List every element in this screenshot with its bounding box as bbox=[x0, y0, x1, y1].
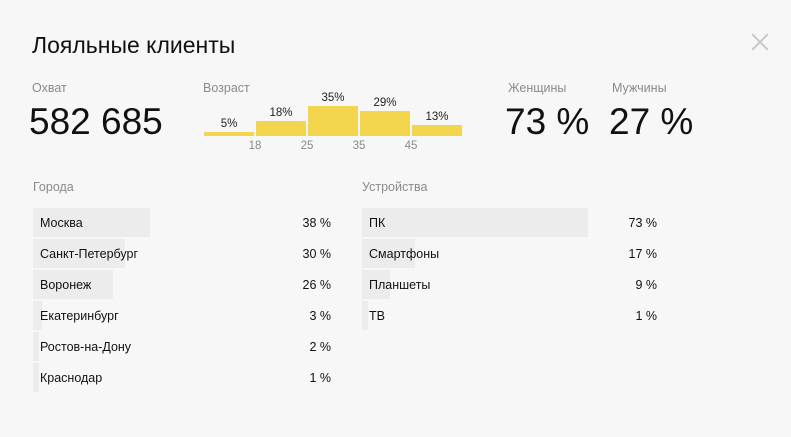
cities-row: Краснодар 1 % bbox=[33, 363, 333, 394]
devices-row-bar bbox=[362, 301, 368, 330]
men-value: 27 % bbox=[609, 101, 694, 142]
reach-label: Охват bbox=[32, 81, 67, 95]
age-bar bbox=[204, 132, 254, 136]
devices-row-bar bbox=[362, 270, 390, 299]
cities-row-bar bbox=[33, 332, 39, 361]
age-bar-label: 29% bbox=[373, 97, 396, 109]
age-tick-label: 18 bbox=[249, 140, 262, 152]
devices-table: ПК 73 % Смартфоны 17 % Планшеты 9 % ТВ 1 % bbox=[362, 208, 659, 332]
cities-row-bar bbox=[33, 363, 39, 392]
close-icon[interactable] bbox=[751, 33, 769, 51]
cities-row-bar bbox=[33, 270, 113, 299]
devices-row-bar bbox=[362, 239, 415, 268]
reach-value: 582 685 bbox=[29, 101, 163, 142]
cities-row: Воронеж 26 % bbox=[33, 270, 333, 301]
devices-row-value: 1 % bbox=[635, 309, 657, 323]
age-tick-label: 35 bbox=[353, 140, 366, 152]
devices-row-name: Планшеты bbox=[369, 278, 431, 292]
cities-row-value: 38 % bbox=[302, 216, 332, 230]
devices-row: ТВ 1 % bbox=[362, 301, 659, 332]
cities-row-name: Воронеж bbox=[40, 278, 92, 292]
cities-row: Санкт-Петербург 30 % bbox=[33, 239, 333, 270]
cities-row: Москва 38 % bbox=[33, 208, 333, 239]
devices-row: ПК 73 % bbox=[362, 208, 659, 239]
devices-row-bar bbox=[362, 208, 588, 237]
cities-row: Ростов-на-Дону 2 % bbox=[33, 332, 333, 363]
cities-row-bar bbox=[33, 301, 42, 330]
men-label: Мужчины bbox=[612, 81, 667, 95]
devices-label: Устройства bbox=[362, 180, 428, 194]
women-value: 73 % bbox=[505, 101, 590, 142]
cities-row-value: 2 % bbox=[309, 340, 331, 354]
age-histogram: 5% 18% 35% 29% 13% 18 25 35 45 bbox=[204, 92, 462, 152]
devices-row-value: 17 % bbox=[628, 247, 658, 261]
devices-row-name: Смартфоны bbox=[369, 247, 440, 261]
devices-row-value: 9 % bbox=[635, 278, 657, 292]
page-title: Лояльные клиенты bbox=[32, 32, 236, 58]
age-bar-label: 18% bbox=[269, 107, 292, 119]
age-bar bbox=[412, 125, 462, 136]
cities-table: Москва 38 % Санкт-Петербург 30 % Воронеж 26 %… bbox=[33, 208, 333, 394]
age-bar-label: 35% bbox=[321, 92, 344, 104]
cities-row-bar bbox=[33, 208, 150, 237]
age-bar-label: 5% bbox=[221, 118, 238, 130]
women-label: Женщины bbox=[508, 81, 567, 95]
age-bar-label: 13% bbox=[425, 111, 448, 123]
devices-row-name: ПК bbox=[369, 216, 386, 230]
cities-row-name: Краснодар bbox=[40, 371, 103, 385]
cities-label: Города bbox=[33, 180, 74, 194]
cities-row-name: Санкт-Петербург bbox=[40, 247, 139, 261]
cities-row: Екатеринбург 3 % bbox=[33, 301, 333, 332]
age-tick-label: 25 bbox=[301, 140, 314, 152]
cities-row-value: 30 % bbox=[302, 247, 332, 261]
devices-row-value: 73 % bbox=[628, 216, 658, 230]
cities-row-name: Москва bbox=[40, 216, 83, 230]
age-tick-label: 45 bbox=[405, 140, 418, 152]
devices-row: Планшеты 9 % bbox=[362, 270, 659, 301]
cities-row-bar bbox=[33, 239, 125, 268]
devices-row-name: ТВ bbox=[369, 309, 385, 323]
devices-row: Смартфоны 17 % bbox=[362, 239, 659, 270]
age-label: Возраст bbox=[203, 81, 250, 95]
cities-row-name: Екатеринбург bbox=[40, 309, 119, 323]
cities-row-value: 3 % bbox=[309, 309, 331, 323]
cities-row-value: 1 % bbox=[309, 371, 331, 385]
age-bar bbox=[308, 106, 358, 136]
cities-row-name: Ростов-на-Дону bbox=[40, 340, 132, 354]
age-bar bbox=[256, 121, 306, 136]
cities-row-value: 26 % bbox=[302, 278, 332, 292]
age-bar bbox=[360, 111, 410, 136]
